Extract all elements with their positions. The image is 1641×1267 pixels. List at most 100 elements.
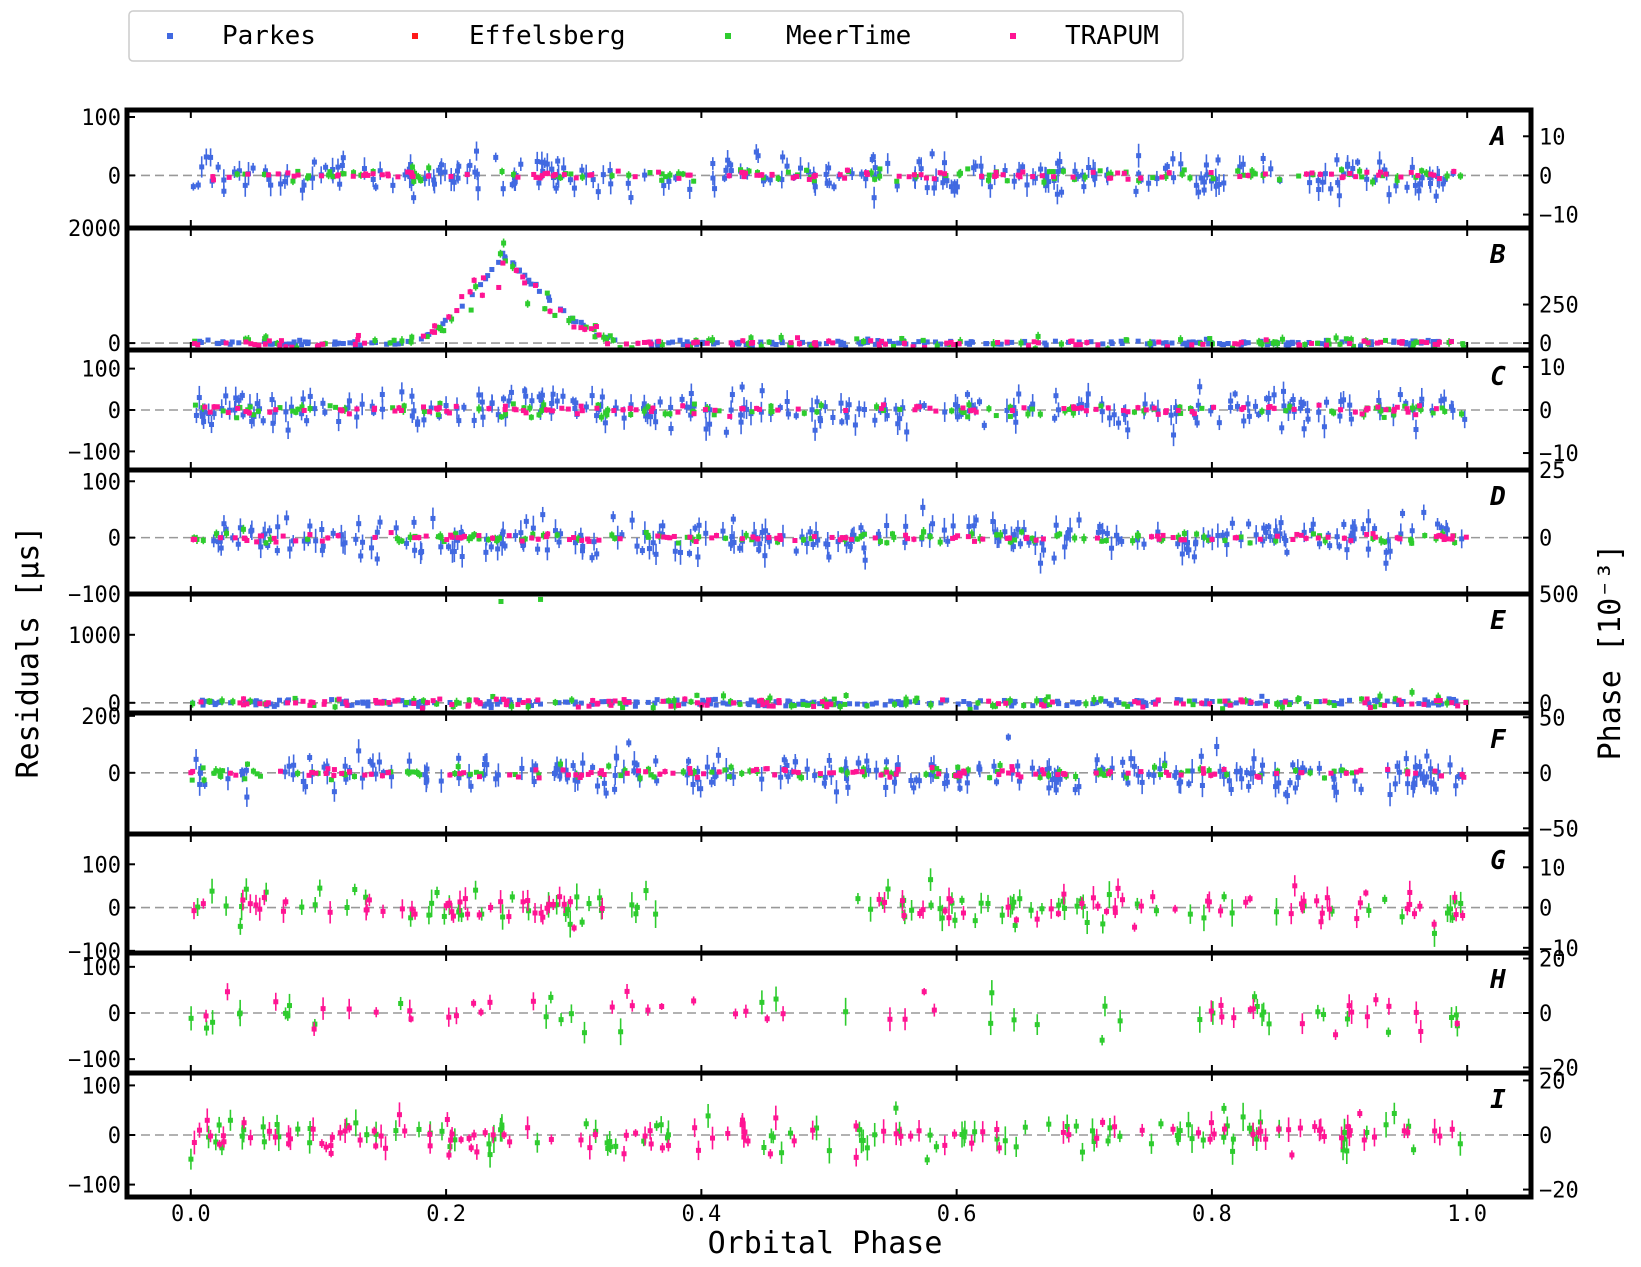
data-point-parkes xyxy=(304,418,310,424)
data-point-trapum xyxy=(868,338,874,344)
data-point-meertime xyxy=(1382,337,1388,343)
data-point-meertime xyxy=(1391,411,1397,417)
data-point-trapum xyxy=(1238,339,1244,345)
data-point-parkes xyxy=(734,340,740,346)
data-point-parkes xyxy=(796,701,802,707)
data-point-trapum xyxy=(1073,342,1079,348)
data-point-meertime xyxy=(975,700,981,706)
data-point-trapum xyxy=(1362,700,1368,706)
data-point-parkes xyxy=(480,414,486,420)
data-point-parkes xyxy=(1185,342,1191,348)
data-point-parkes xyxy=(512,180,518,186)
data-point-parkes xyxy=(578,700,584,706)
legend-marker-trapum xyxy=(1010,33,1016,39)
data-point-meertime xyxy=(903,701,909,707)
data-point-trapum xyxy=(916,404,922,410)
data-point-trapum xyxy=(764,700,770,706)
data-point-parkes xyxy=(1240,161,1246,167)
data-point-trapum xyxy=(240,702,246,708)
data-point-parkes xyxy=(1085,391,1091,397)
data-point-meertime xyxy=(667,411,673,417)
data-point-trapum xyxy=(325,535,331,541)
data-point-meertime xyxy=(1272,339,1278,345)
data-point-parkes xyxy=(759,529,765,535)
data-point-parkes xyxy=(1245,340,1251,346)
data-point-parkes xyxy=(1039,540,1045,546)
data-point-parkes xyxy=(642,172,648,178)
data-point-parkes xyxy=(329,697,335,703)
data-point-meertime xyxy=(579,174,585,180)
data-point-parkes xyxy=(646,546,652,552)
data-point-parkes xyxy=(728,407,734,413)
data-point-parkes xyxy=(729,392,735,398)
data-point-meertime xyxy=(694,692,700,698)
data-point-trapum xyxy=(621,697,627,703)
data-point-parkes xyxy=(1004,407,1010,413)
data-point-trapum xyxy=(355,337,361,343)
data-point-parkes xyxy=(1162,165,1168,171)
data-point-trapum xyxy=(594,701,600,707)
data-point-parkes xyxy=(862,557,868,563)
data-point-parkes xyxy=(359,401,365,407)
data-point-meertime xyxy=(1247,540,1253,546)
data-point-trapum xyxy=(395,174,401,180)
data-point-meertime xyxy=(1175,534,1181,540)
data-point-parkes xyxy=(1253,532,1259,538)
data-point-meertime xyxy=(967,706,973,712)
data-point-parkes xyxy=(737,545,743,551)
data-point-trapum xyxy=(242,536,248,542)
data-point-trapum xyxy=(1396,697,1402,703)
data-point-trapum xyxy=(522,280,528,286)
data-point-trapum xyxy=(1364,531,1370,537)
data-point-parkes xyxy=(1260,156,1266,162)
data-point-parkes xyxy=(846,402,852,408)
data-point-parkes xyxy=(938,700,944,706)
data-point-parkes xyxy=(365,699,371,705)
data-point-parkes xyxy=(1393,183,1399,189)
data-point-meertime xyxy=(891,534,897,540)
data-point-trapum xyxy=(864,171,870,177)
data-point-parkes xyxy=(981,422,987,428)
data-point-parkes xyxy=(969,402,975,408)
data-point-parkes xyxy=(1201,179,1207,185)
data-point-parkes xyxy=(421,417,427,423)
data-point-parkes xyxy=(455,168,461,174)
data-point-trapum xyxy=(1049,699,1055,705)
data-point-trapum xyxy=(794,173,800,179)
data-point-parkes xyxy=(1090,701,1096,707)
data-point-meertime xyxy=(522,536,528,542)
data-point-parkes xyxy=(1316,187,1322,193)
data-point-trapum xyxy=(1159,174,1165,180)
data-point-parkes xyxy=(1267,534,1273,540)
data-point-trapum xyxy=(1347,341,1353,347)
data-point-meertime xyxy=(424,334,430,340)
data-point-trapum xyxy=(502,403,508,409)
data-point-parkes xyxy=(377,519,383,525)
data-point-parkes xyxy=(438,170,444,176)
data-point-trapum xyxy=(557,307,563,313)
data-point-parkes xyxy=(872,417,878,423)
data-point-meertime xyxy=(1357,168,1363,174)
data-point-parkes xyxy=(918,166,924,172)
data-point-meertime xyxy=(921,529,927,535)
data-point-parkes xyxy=(483,549,489,555)
data-point-meertime xyxy=(1409,689,1415,695)
data-point-trapum xyxy=(310,700,316,706)
data-point-parkes xyxy=(1016,391,1022,397)
data-point-parkes xyxy=(267,341,273,347)
data-point-parkes xyxy=(1387,548,1393,554)
data-point-trapum xyxy=(425,173,431,179)
data-point-meertime xyxy=(659,171,665,177)
data-point-trapum xyxy=(293,700,299,706)
data-point-parkes xyxy=(528,281,534,287)
legend-label-effelsberg: Effelsberg xyxy=(469,21,626,51)
data-point-parkes xyxy=(966,523,972,529)
data-point-parkes xyxy=(1350,165,1356,171)
data-point-parkes xyxy=(890,341,896,347)
data-point-meertime xyxy=(877,166,883,172)
data-point-trapum xyxy=(339,408,345,414)
data-point-trapum xyxy=(1026,343,1032,349)
data-point-meertime xyxy=(1060,168,1066,174)
data-point-parkes xyxy=(540,512,546,518)
data-point-parkes xyxy=(942,409,948,415)
